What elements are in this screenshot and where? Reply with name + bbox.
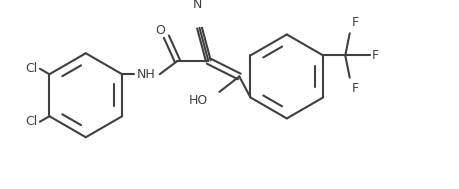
Text: HO: HO (189, 94, 208, 107)
Text: F: F (371, 49, 378, 62)
Text: Cl: Cl (25, 115, 38, 128)
Text: O: O (154, 24, 164, 36)
Text: N: N (192, 0, 202, 11)
Text: F: F (351, 82, 358, 95)
Text: NH: NH (137, 68, 156, 81)
Text: F: F (351, 16, 358, 29)
Text: Cl: Cl (25, 62, 38, 75)
